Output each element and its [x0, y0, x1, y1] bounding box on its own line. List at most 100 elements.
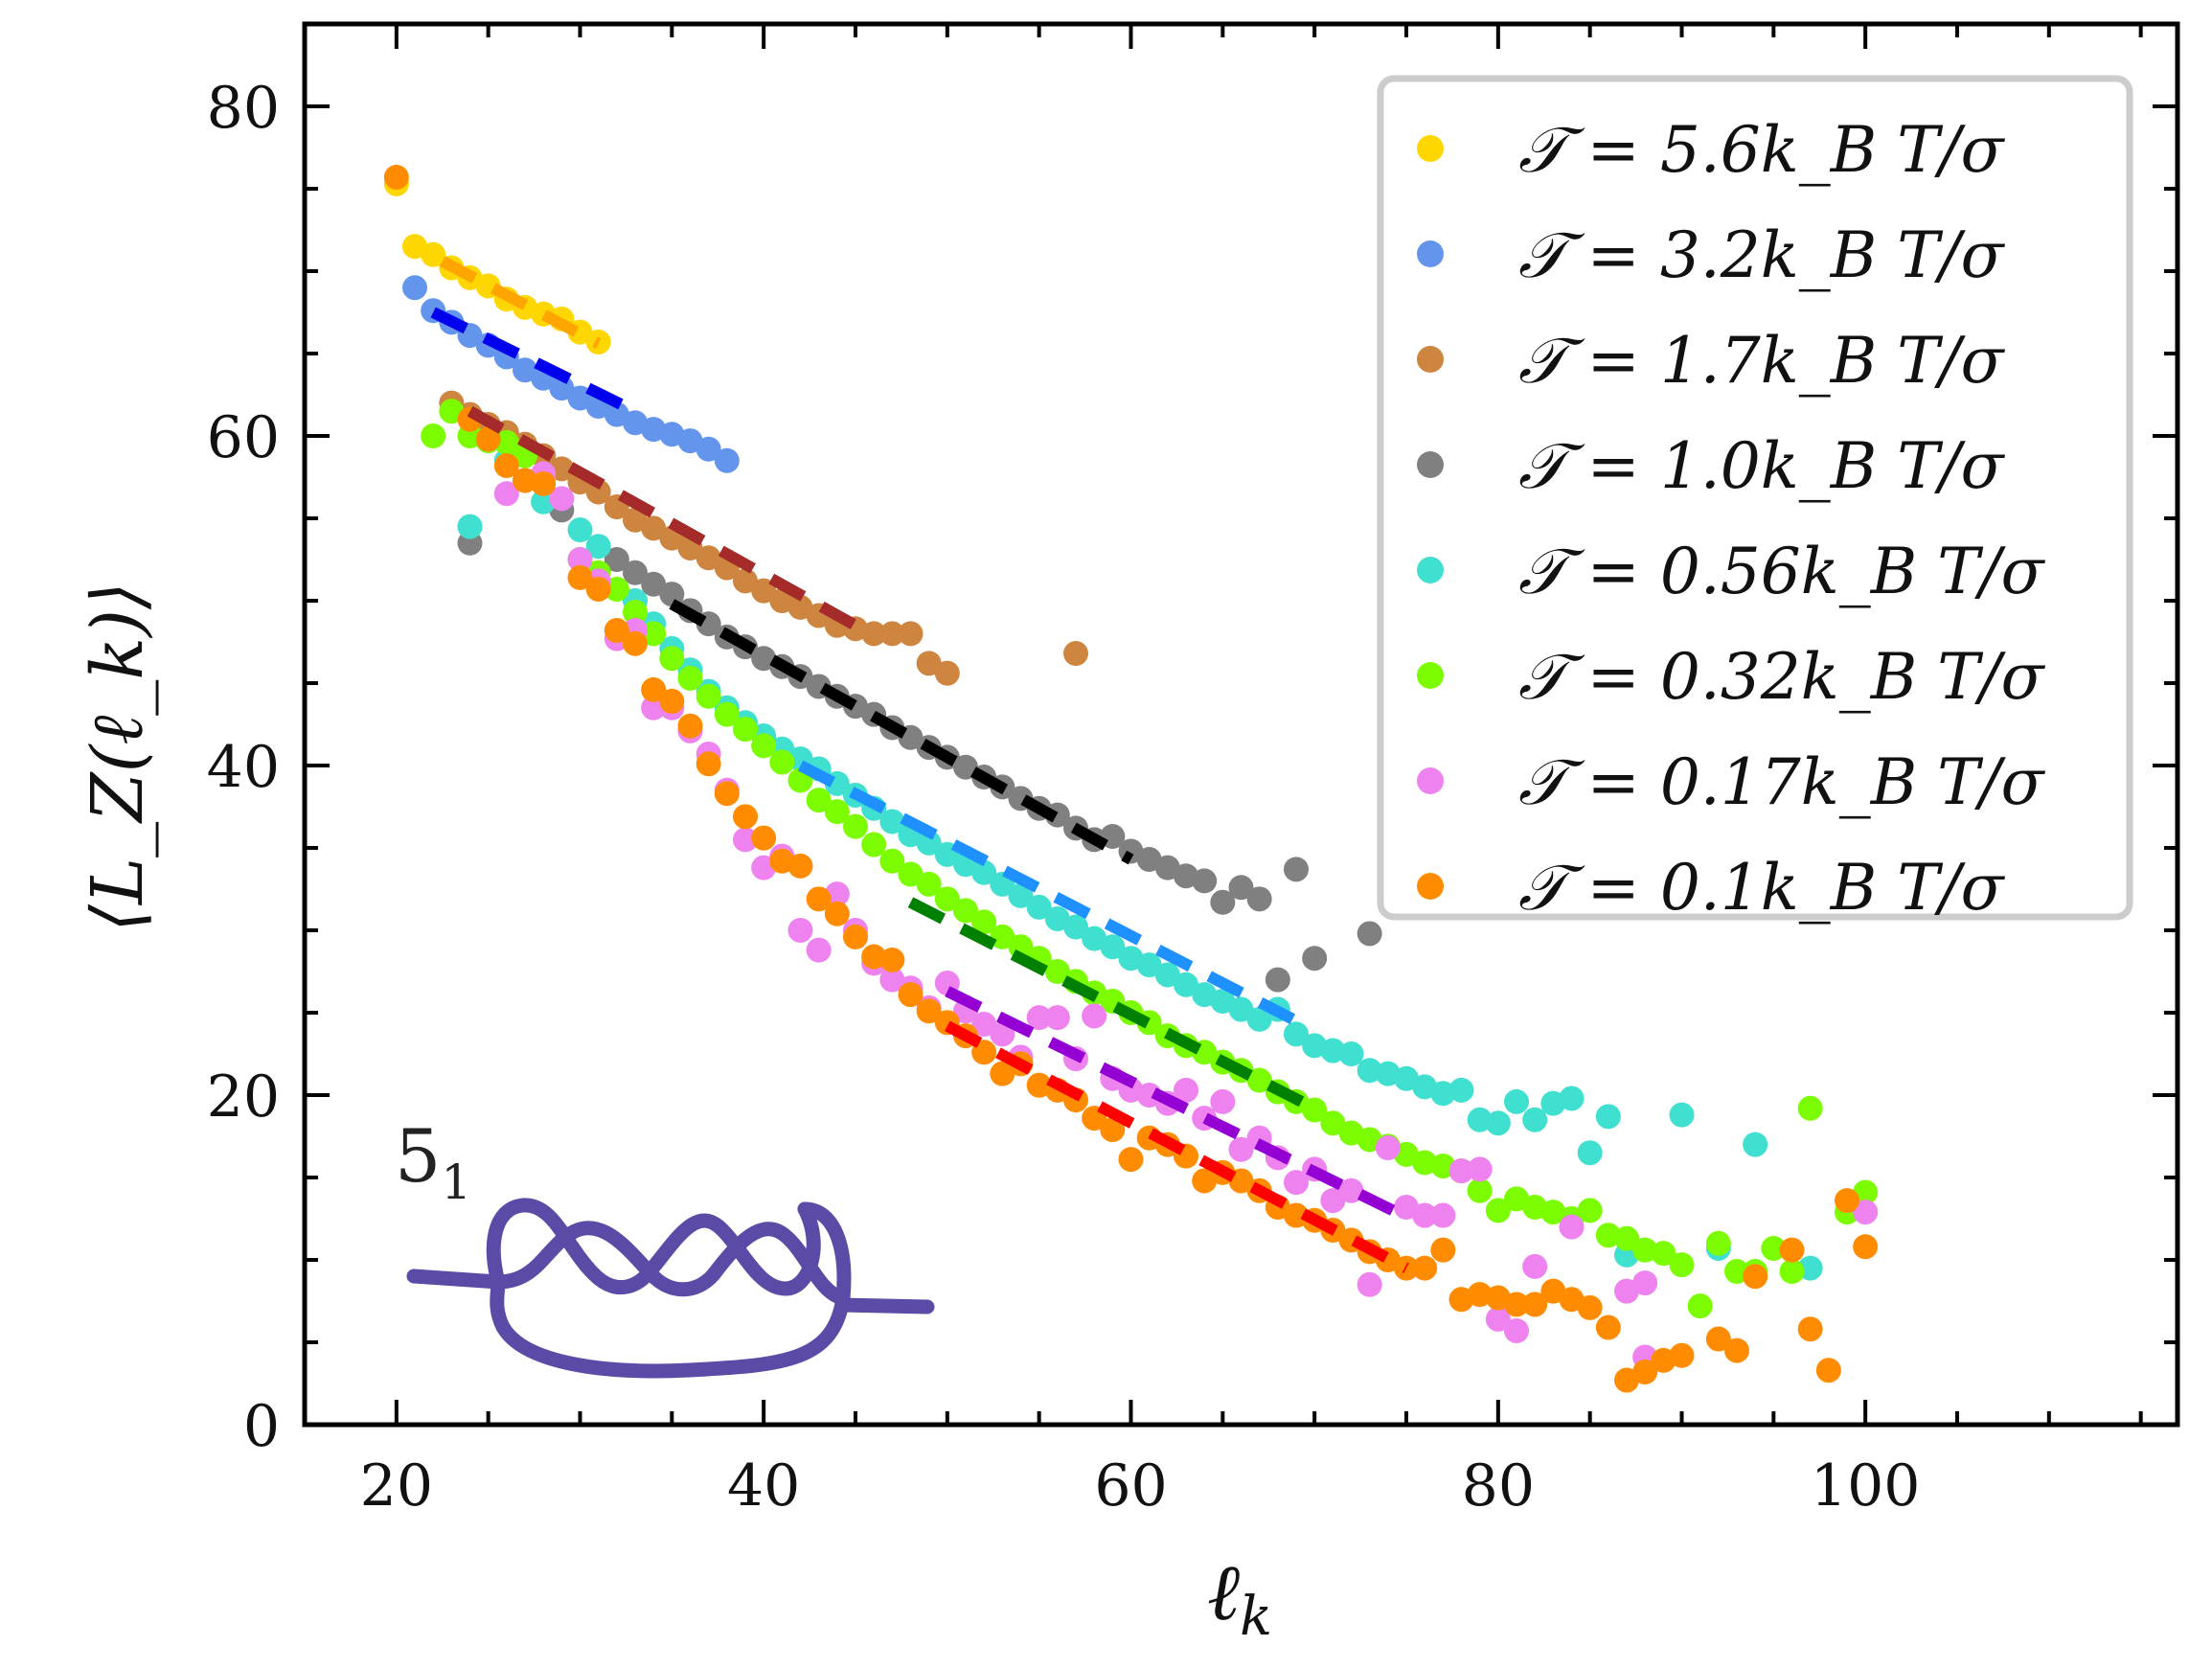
data-point-series-3 [733, 568, 758, 594]
data-point-series-7 [1357, 1271, 1382, 1297]
data-point-series-8 [604, 617, 629, 643]
data-point-series-6 [659, 646, 685, 672]
data-point-series-6 [696, 683, 721, 709]
knot-label-main: 5 [395, 1113, 441, 1199]
legend-marker-2 [1417, 240, 1444, 267]
data-point-series-7 [733, 827, 758, 853]
data-point-series-6 [1412, 1150, 1438, 1176]
data-point-series-6 [1669, 1252, 1695, 1278]
legend-marker-3 [1417, 346, 1444, 373]
data-point-series-8 [1705, 1326, 1731, 1352]
legend: 𝒯 = 5.6k_B T/σ 𝒯 = 3.2k_B T/σ 𝒯 = 1.7k_B T… [1377, 75, 2133, 925]
y-tick-label: 20 [207, 1063, 280, 1131]
data-point-series-4 [1357, 921, 1382, 947]
data-point-series-8 [531, 470, 557, 496]
data-point-series-5 [1136, 952, 1162, 978]
y-axis-label: ⟨L_Z(ℓ_k)⟩ [77, 582, 159, 932]
y-tick-label: 80 [207, 75, 280, 142]
data-point-series-4 [641, 571, 667, 597]
data-point-series-7 [971, 1012, 997, 1038]
data-point-series-4 [1284, 857, 1309, 882]
data-point-series-8 [659, 688, 685, 714]
fit-line-series-4 [669, 599, 1134, 865]
data-point-series-6 [421, 423, 446, 448]
data-point-series-7 [1485, 1306, 1511, 1332]
data-point-series-6 [953, 898, 978, 924]
data-point-series-8 [714, 781, 740, 807]
data-point-series-5 [1320, 1038, 1346, 1063]
legend-label-2: 𝒯 = 3.2k_B T/σ [1518, 218, 2006, 292]
data-point-series-8 [696, 751, 721, 777]
data-point-series-7 [1522, 1253, 1548, 1279]
data-point-series-5 [879, 809, 905, 834]
x-axis-label-main: ℓ [1207, 1547, 1240, 1638]
data-point-series-8 [585, 576, 611, 602]
data-point-series-8 [1595, 1315, 1621, 1340]
data-point-series-4 [659, 582, 685, 607]
data-point-series-8 [861, 944, 887, 970]
data-point-series-6 [879, 848, 905, 874]
data-point-series-5 [1026, 894, 1052, 920]
data-point-series-7 [1559, 1214, 1585, 1240]
knot-diagram: 51 [395, 1113, 935, 1379]
data-point-series-7 [1632, 1270, 1658, 1296]
data-point-series-2 [549, 376, 575, 401]
data-point-series-4 [623, 560, 648, 585]
data-point-series-8 [1724, 1337, 1749, 1363]
data-point-series-6 [1302, 1097, 1328, 1123]
y-tick-label: 40 [207, 734, 280, 801]
data-point-series-7 [1412, 1202, 1438, 1228]
data-point-series-5 [1577, 1140, 1603, 1166]
data-point-series-8 [824, 901, 850, 926]
data-point-series-4 [953, 754, 978, 780]
legend-label-3: 𝒯 = 1.7k_B T/σ [1518, 324, 2006, 398]
legend-label-1: 𝒯 = 5.6k_B T/σ [1518, 113, 2006, 187]
data-point-series-8 [1743, 1264, 1768, 1290]
data-point-series-8 [493, 452, 519, 478]
data-point-series-5 [1246, 1006, 1272, 1032]
data-point-series-8 [1118, 1147, 1144, 1173]
legend-marker-4 [1417, 451, 1444, 478]
data-point-series-5 [1559, 1086, 1585, 1111]
data-point-series-4 [604, 547, 629, 572]
data-point-series-5 [1338, 1041, 1364, 1066]
data-point-series-6 [751, 733, 777, 759]
data-point-series-6 [623, 600, 648, 626]
data-point-series-7 [787, 918, 813, 943]
data-point-series-7 [1504, 1317, 1529, 1343]
data-point-series-5 [1504, 1088, 1529, 1114]
legend-label-6: 𝒯 = 0.32k_B T/σ [1518, 640, 2046, 714]
data-point-series-5 [1100, 934, 1126, 960]
data-point-series-4 [1246, 886, 1272, 912]
data-point-series-5 [1467, 1107, 1493, 1132]
data-point-series-6 [733, 717, 758, 743]
data-point-series-3 [641, 515, 667, 541]
svg-text:ℓk: ℓk [1207, 1547, 1272, 1648]
data-point-series-7 [1320, 1188, 1346, 1214]
data-point-series-5 [1008, 882, 1034, 908]
data-point-series-8 [1412, 1255, 1438, 1281]
data-point-series-6 [1797, 1095, 1823, 1121]
data-point-series-4 [1265, 967, 1290, 993]
plot-frame [302, 21, 2180, 1428]
fit-line-series-6 [907, 897, 1317, 1114]
data-point-series-6 [843, 813, 868, 839]
data-point-series-6 [1595, 1223, 1621, 1248]
data-point-series-3 [898, 621, 924, 647]
data-point-series-7 [1338, 1177, 1364, 1203]
data-point-series-2 [696, 436, 721, 462]
data-point-series-8 [1577, 1294, 1603, 1320]
legend-label-8: 𝒯 = 0.1k_B T/σ [1518, 851, 2006, 925]
data-point-series-8 [1797, 1316, 1823, 1342]
data-point-series-6 [861, 832, 887, 857]
data-point-series-4 [1302, 946, 1328, 972]
data-point-series-8 [879, 947, 905, 972]
data-point-series-7 [1284, 1170, 1309, 1196]
data-point-series-7 [1375, 1135, 1401, 1161]
data-point-series-6 [1044, 959, 1070, 984]
data-point-series-8 [475, 426, 501, 452]
data-point-series-5 [1430, 1081, 1456, 1107]
data-point-series-6 [971, 909, 997, 935]
data-point-series-6 [714, 701, 740, 727]
